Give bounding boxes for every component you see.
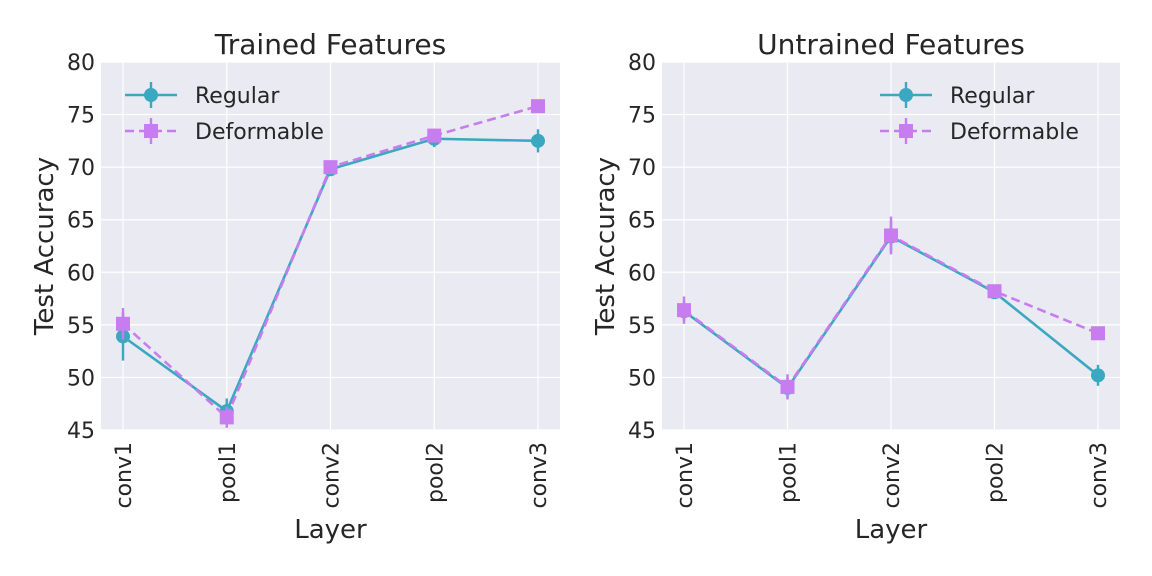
x-tick-label: conv1 — [112, 442, 137, 509]
chart-untrained-features: 45 50 55 60 65 70 75 80 conv1 pool1 conv2 pool2 conv… — [591, 28, 1120, 545]
legend-entry: Regular — [880, 82, 1035, 109]
data-point — [780, 379, 795, 394]
y-tick-label: 65 — [628, 209, 656, 234]
x-tick-label: conv2 — [880, 442, 905, 509]
legend-label: Regular — [195, 84, 280, 109]
legend-label: Deformable — [950, 120, 1079, 145]
series-deformable — [677, 216, 1105, 400]
y-tick-label: 70 — [628, 156, 656, 181]
y-tick-label: 60 — [628, 261, 656, 286]
y-tick-label: 50 — [628, 366, 656, 391]
legend-label: Deformable — [195, 120, 324, 145]
y-tick-label: 75 — [67, 104, 95, 129]
chart-title: Untrained Features — [757, 28, 1025, 61]
x-axis-label: Layer — [855, 515, 928, 545]
legend-label: Regular — [950, 84, 1035, 109]
legend-marker — [899, 124, 913, 138]
series-deformable — [116, 99, 545, 428]
x-tick-label: conv2 — [320, 442, 345, 509]
y-tick-label: 60 — [67, 261, 95, 286]
data-point — [987, 284, 1002, 299]
data-point — [1091, 326, 1105, 341]
data-point — [677, 303, 691, 318]
y-tick-label: 70 — [67, 156, 95, 181]
data-point — [531, 99, 545, 114]
x-tick-label: conv1 — [673, 442, 698, 509]
x-tick-label: pool1 — [777, 442, 802, 503]
y-tick-label: 55 — [628, 314, 656, 339]
chart-title: Trained Features — [214, 28, 446, 61]
x-tick-label: pool1 — [216, 442, 241, 503]
legend-marker — [144, 124, 158, 138]
y-tick-label: 75 — [628, 104, 656, 129]
y-axis-label: Test Accuracy — [591, 157, 621, 336]
y-tick-label: 80 — [67, 51, 95, 76]
data-point — [219, 410, 234, 425]
y-tick-label: 55 — [67, 314, 95, 339]
y-tick-label: 50 — [67, 366, 95, 391]
chart-trained-features: 45 50 55 60 65 70 75 80 conv1 pool1 conv2 pool2 conv… — [30, 28, 560, 545]
y-tick-label: 65 — [67, 209, 95, 234]
data-point — [884, 228, 898, 243]
legend-marker — [144, 88, 158, 102]
data-point — [116, 316, 130, 331]
x-tick-label: conv3 — [527, 442, 552, 509]
y-tick-label: 45 — [67, 419, 95, 444]
legend-marker — [899, 88, 913, 102]
x-axis-label: Layer — [294, 515, 367, 545]
data-point — [427, 128, 442, 143]
y-axis-label: Test Accuracy — [30, 157, 60, 336]
y-tick-label: 45 — [628, 419, 656, 444]
x-tick-label: conv3 — [1087, 442, 1112, 509]
x-tick-label: pool2 — [423, 442, 448, 503]
data-point — [1091, 368, 1105, 383]
legend-entry: Regular — [125, 82, 280, 109]
data-point — [531, 133, 545, 148]
legend-entry: Deformable — [880, 118, 1079, 145]
y-tick-label: 80 — [628, 51, 656, 76]
legend-entry: Deformable — [125, 118, 324, 145]
data-point — [323, 160, 338, 175]
x-tick-label: pool2 — [984, 442, 1009, 503]
